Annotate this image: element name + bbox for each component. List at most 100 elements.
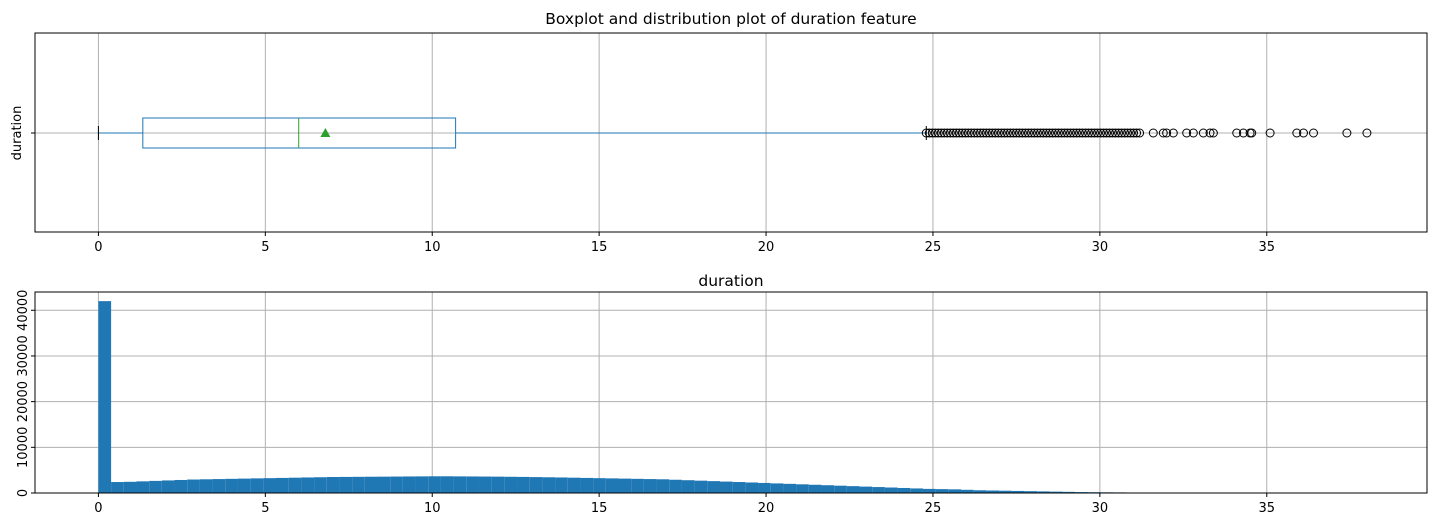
histogram-bar <box>428 476 441 493</box>
histogram-bar <box>149 480 162 493</box>
boxplot-outlier <box>1342 128 1352 138</box>
histogram-bar <box>504 476 518 493</box>
boxplot-outlier <box>1232 128 1242 138</box>
boxplot-outlier <box>1168 128 1178 138</box>
histogram-bar <box>1024 491 1038 493</box>
histogram-bar <box>453 476 467 493</box>
boxplot-outlier <box>1148 128 1158 138</box>
histogram-bar <box>859 486 873 493</box>
boxplot-outlier <box>1014 128 1024 138</box>
histogram-bar <box>237 478 251 493</box>
histogram-bar <box>643 479 657 493</box>
histogram-bar <box>999 490 1012 493</box>
histogram-bar <box>111 482 124 493</box>
boxplot-outlier <box>1008 128 1018 138</box>
boxplot-outlier <box>966 128 976 138</box>
boxplot-outlier <box>939 128 949 138</box>
boxplot-outlier <box>948 128 958 138</box>
boxplot-outlier <box>1087 128 1097 138</box>
histogram-x-tick-label: 30 <box>1092 501 1109 516</box>
histogram-bar <box>542 477 556 493</box>
boxplot-outlier <box>957 128 967 138</box>
histogram-bar <box>960 489 974 493</box>
boxplot-outlier <box>951 128 961 138</box>
histogram-bar <box>618 478 632 493</box>
boxplot-outlier <box>960 128 970 138</box>
histogram-bar <box>212 479 226 493</box>
histogram-bar <box>352 476 365 493</box>
histogram-bar <box>897 487 911 493</box>
histogram-x-tick-label: 20 <box>758 501 775 516</box>
boxplot-outlier <box>1114 128 1124 138</box>
histogram-bar <box>631 478 644 493</box>
boxplot-outlier <box>1002 128 1012 138</box>
boxplot-outlier <box>1132 128 1142 138</box>
histogram-bar <box>872 487 885 493</box>
boxplot-outlier <box>981 128 991 138</box>
boxplot-outlier <box>1023 128 1033 138</box>
histogram-bar <box>796 484 809 493</box>
histogram-bar <box>466 476 479 493</box>
histogram-x-tick-label: 25 <box>925 501 942 516</box>
histogram-bar <box>250 478 264 493</box>
boxplot-outlier <box>1056 128 1066 138</box>
boxplot-x-tick-label: 15 <box>591 240 608 255</box>
boxplot-outlier <box>1047 128 1057 138</box>
histogram-bar <box>517 476 530 493</box>
boxplot-outlier <box>936 128 946 138</box>
histogram-bar <box>1062 491 1076 493</box>
histogram-x-ticks: 0 5 10 15 20 25 30 35 <box>94 493 1275 516</box>
boxplot-outlier <box>1044 128 1054 138</box>
histogram-bar <box>758 482 771 493</box>
boxplot-outlier <box>999 128 1009 138</box>
histogram-bar <box>935 489 949 493</box>
boxplot-outlier <box>1126 128 1136 138</box>
boxplot-outlier <box>945 128 955 138</box>
boxplot-outlier <box>1053 128 1063 138</box>
histogram-bar <box>529 477 543 493</box>
histogram-bar <box>821 485 835 493</box>
histogram-bar <box>808 484 822 493</box>
boxplot-outlier <box>990 128 1000 138</box>
histogram-bar <box>136 481 150 493</box>
histogram-bar <box>593 478 606 493</box>
boxplot-outlier <box>1105 128 1115 138</box>
histogram-x-tick-label: 35 <box>1258 501 1275 516</box>
histogram-y-tick-label: 30000 <box>16 335 31 376</box>
histogram-x-tick-label: 10 <box>424 501 441 516</box>
histogram-gridlines <box>35 292 1427 494</box>
histogram-bar <box>415 476 429 493</box>
boxplot-outlier <box>1050 128 1060 138</box>
histogram-bar <box>276 477 289 493</box>
boxplot-outlier <box>1068 128 1078 138</box>
boxplot-outlier <box>1362 128 1372 138</box>
boxplot-outlier <box>1065 128 1075 138</box>
boxplot-outlier <box>1102 128 1112 138</box>
boxplot-x-tick-label: 30 <box>1092 240 1109 255</box>
boxplot-outlier <box>1071 128 1081 138</box>
histogram-y-ticks: 0 10000 20000 30000 40000 <box>16 290 35 497</box>
histogram-bar <box>846 486 860 493</box>
histogram-bar <box>834 485 847 493</box>
histogram-x-tick-label: 15 <box>591 501 608 516</box>
boxplot-title: Boxplot and distribution plot of duratio… <box>545 10 916 28</box>
histogram-y-tick-label: 10000 <box>16 427 31 468</box>
boxplot-outlier <box>1188 128 1198 138</box>
boxplot-outlier <box>933 128 943 138</box>
histogram-axes-frame <box>34 291 1428 494</box>
histogram-bar <box>1049 491 1063 493</box>
histogram-x-tick-label: 0 <box>94 501 102 516</box>
histogram-bar <box>745 482 759 493</box>
histogram-bar <box>973 490 987 493</box>
histogram-bar <box>694 480 708 493</box>
boxplot-outlier <box>1096 128 1106 138</box>
histogram-bar <box>187 479 200 493</box>
boxplot-outlier <box>996 128 1006 138</box>
histogram-bar <box>707 481 720 493</box>
boxplot-outlier <box>1059 128 1069 138</box>
histogram-bar <box>1011 490 1025 493</box>
boxplot-outlier <box>1205 128 1215 138</box>
histogram-bar <box>656 479 670 493</box>
boxplot-outlier <box>984 128 994 138</box>
boxplot-outlier <box>927 128 937 138</box>
